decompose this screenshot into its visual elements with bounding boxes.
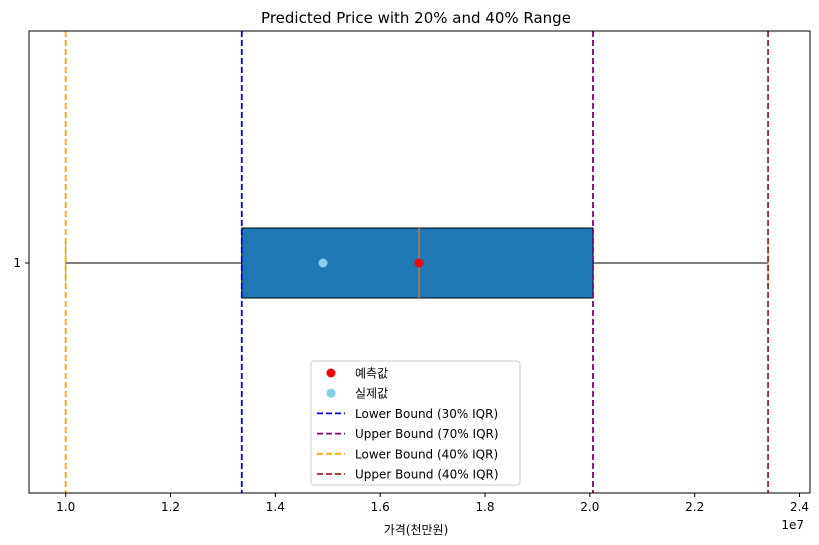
point-predicted	[414, 258, 424, 268]
x-tick-label: 1.6	[371, 500, 390, 514]
axes-frame	[28, 30, 811, 494]
x-axis-label: 가격(천만원)	[384, 522, 449, 537]
x-axis-offset-label: 1e7	[781, 518, 804, 532]
y-tick-label: 1	[13, 256, 21, 270]
legend-label: 예측값	[355, 367, 388, 381]
x-tick-label: 1.2	[161, 500, 180, 514]
legend-label: Lower Bound (30% IQR)	[355, 407, 498, 421]
x-tick-label: 2.4	[790, 500, 809, 514]
chart-title: Predicted Price with 20% and 40% Range	[261, 9, 571, 27]
x-tick-label: 2.0	[580, 500, 599, 514]
legend-label: Upper Bound (70% IQR)	[355, 427, 499, 441]
legend-label: 실제값	[355, 387, 388, 401]
legend-marker-dot	[326, 388, 336, 398]
x-tick-label: 1.0	[56, 500, 75, 514]
point-actual	[318, 258, 328, 268]
x-tick-label: 2.2	[685, 500, 704, 514]
legend-marker-dot	[326, 368, 336, 378]
x-tick-label: 1.8	[475, 500, 494, 514]
legend-label: Lower Bound (40% IQR)	[355, 447, 498, 461]
legend-frame	[310, 360, 521, 486]
x-tick-label: 1.4	[266, 500, 285, 514]
legend-label: Upper Bound (40% IQR)	[355, 468, 499, 482]
